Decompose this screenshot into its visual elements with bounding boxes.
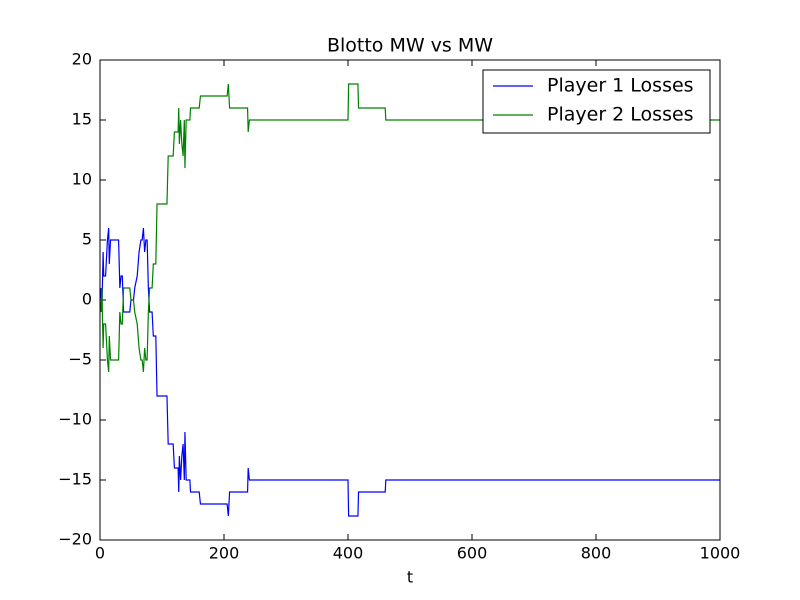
plot-frame [99, 59, 721, 541]
y-tick-label: −20 [58, 530, 92, 549]
y-tick-label: −10 [58, 410, 92, 429]
y-tick-label: 0 [82, 290, 92, 309]
x-tick-label: 800 [581, 544, 612, 563]
y-tick-label: −15 [58, 470, 92, 489]
chart-title: Blotto MW vs MW [327, 35, 493, 57]
y-tick-label: 20 [72, 50, 92, 69]
x-tick-label: 600 [457, 544, 488, 563]
legend-box [482, 69, 711, 134]
x-tick-label: 400 [333, 544, 364, 563]
x-tick-label: 0 [95, 544, 105, 563]
x-axis-label: t [407, 568, 413, 587]
y-tick-label: 15 [72, 110, 92, 129]
legend-label: Player 1 Losses [547, 75, 694, 97]
x-tick-label: 1000 [700, 544, 741, 563]
y-tick-label: −5 [68, 350, 92, 369]
x-tick-label: 200 [209, 544, 240, 563]
y-tick-label: 10 [72, 170, 92, 189]
series-line [99, 83, 720, 373]
y-tick-label: 5 [82, 230, 92, 249]
series-line [99, 227, 720, 517]
legend-label: Player 2 Losses [547, 104, 694, 126]
